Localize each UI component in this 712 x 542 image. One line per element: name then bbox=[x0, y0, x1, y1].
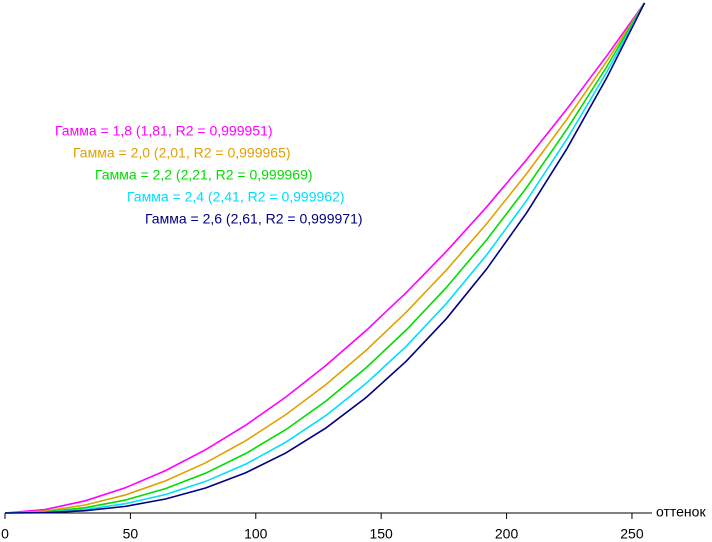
legend-label: Гамма = 1,8 (1,81, R2 = 0,999951) bbox=[55, 123, 273, 139]
x-tick-label: 250 bbox=[620, 526, 644, 542]
legend-label: Гамма = 2,6 (2,61, R2 = 0,999971) bbox=[145, 211, 363, 227]
x-tick-label: 100 bbox=[244, 526, 268, 542]
x-axis-label: оттенок bbox=[656, 504, 706, 520]
line-series bbox=[4, 2, 646, 514]
x-tick-label: 0 bbox=[1, 526, 9, 542]
line-series bbox=[4, 2, 646, 514]
x-tick-label: 200 bbox=[495, 526, 519, 542]
x-tick-label: 150 bbox=[369, 526, 393, 542]
x-tick-label: 50 bbox=[123, 526, 139, 542]
legend-label: Гамма = 2,0 (2,01, R2 = 0,999965) bbox=[73, 145, 291, 161]
legend-label: Гамма = 2,2 (2,21, R2 = 0,999969) bbox=[95, 167, 313, 183]
line-series bbox=[4, 2, 646, 514]
line-series bbox=[4, 2, 646, 514]
line-series bbox=[4, 2, 646, 514]
legend-label: Гамма = 2,4 (2,41, R2 = 0,999962) bbox=[127, 189, 345, 205]
